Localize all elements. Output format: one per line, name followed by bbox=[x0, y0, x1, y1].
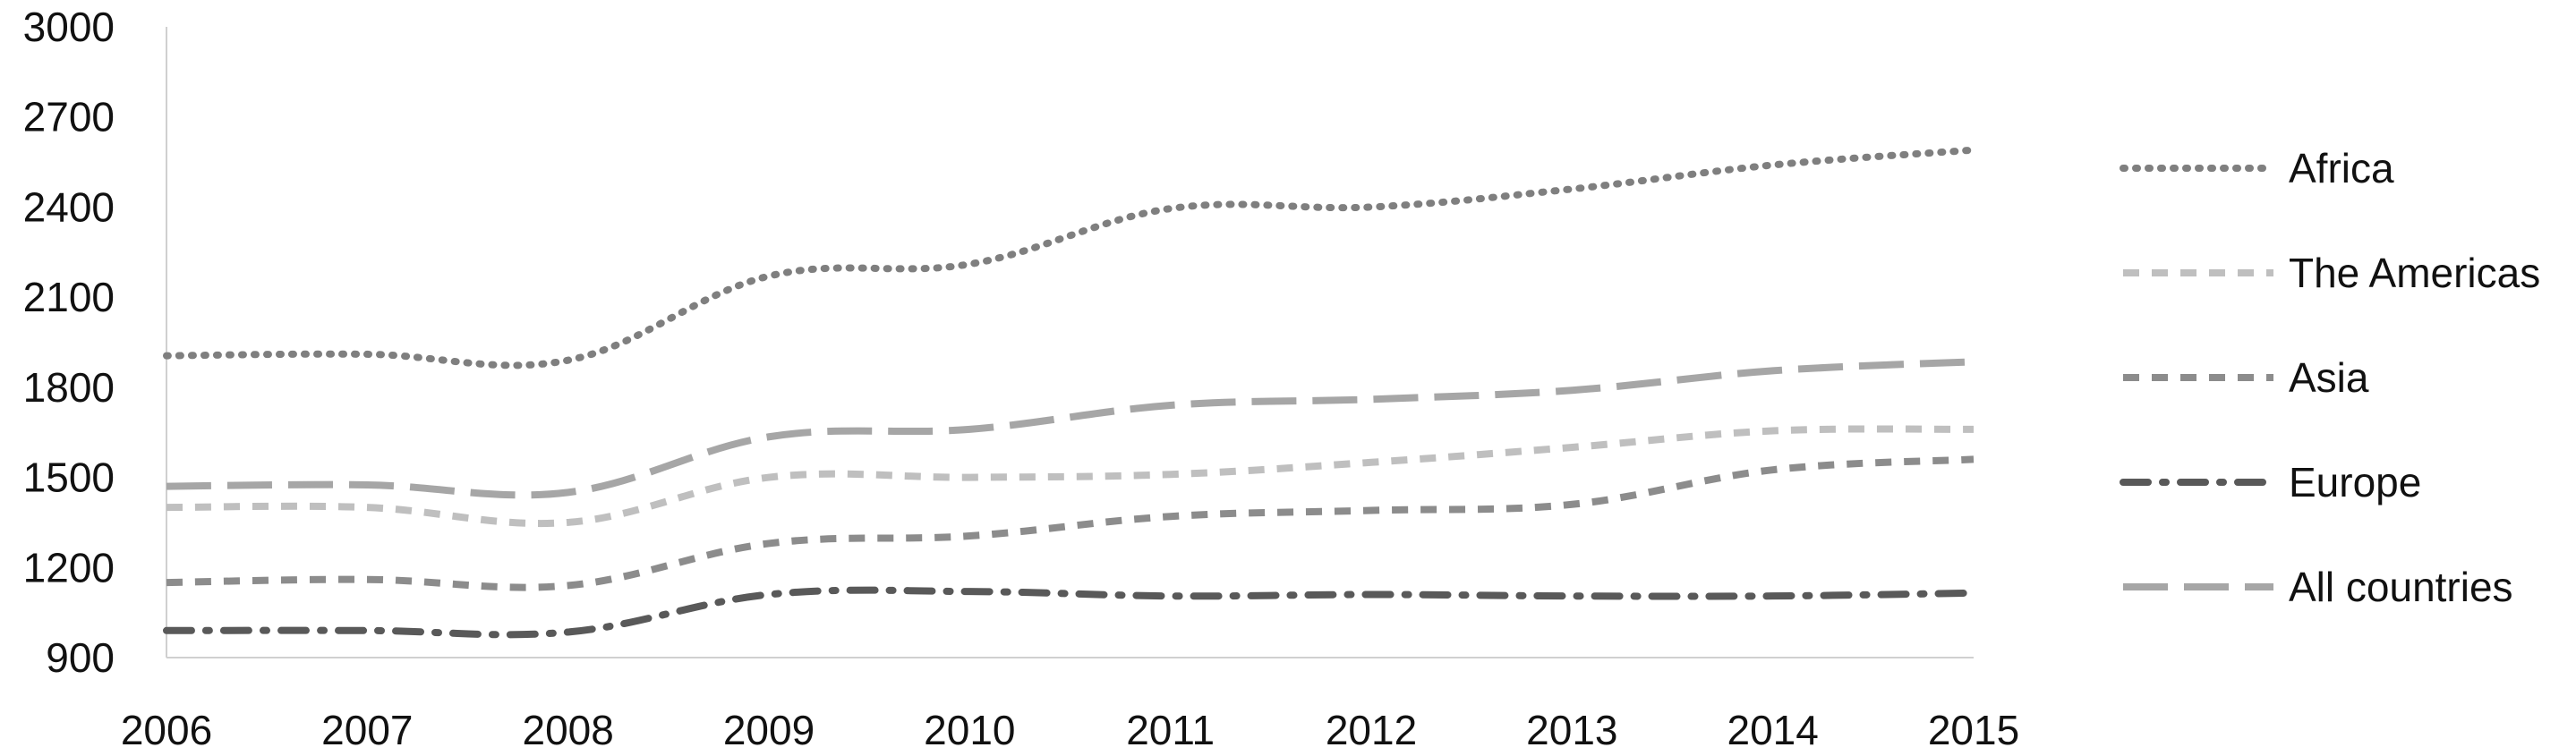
series-line-africa bbox=[163, 146, 1977, 370]
legend-label: Africa bbox=[2289, 145, 2394, 191]
y-tick-label: 2400 bbox=[23, 183, 115, 230]
y-tick-label: 900 bbox=[46, 634, 115, 681]
y-tick-label: 1800 bbox=[23, 364, 115, 411]
y-tick-label: 2100 bbox=[23, 274, 115, 320]
legend-label: Europe bbox=[2289, 459, 2421, 505]
x-tick-label: 2010 bbox=[924, 707, 1015, 752]
series-line-all-countries bbox=[166, 358, 1975, 499]
series-line-europe bbox=[163, 586, 1977, 639]
series-line-asia bbox=[166, 455, 1975, 591]
legend-item: The Americas bbox=[2123, 250, 2540, 296]
x-tick-label: 2011 bbox=[1126, 707, 1215, 752]
legend-item: Africa bbox=[2120, 145, 2394, 191]
series-line-the-americas bbox=[166, 425, 1975, 528]
axes: 900 1200 1500 1800 2100 2400 2700 3000 2006 2007 2… bbox=[23, 4, 2020, 753]
series-lines bbox=[163, 146, 1977, 639]
y-tick-label: 1200 bbox=[23, 544, 115, 590]
x-tick-label: 2013 bbox=[1526, 707, 1617, 752]
x-tick-label: 2012 bbox=[1326, 707, 1417, 752]
legend-label: Asia bbox=[2289, 354, 2369, 401]
legend-label: All countries bbox=[2289, 564, 2513, 610]
legend-item: All countries bbox=[2123, 564, 2513, 610]
legend-item: Asia bbox=[2123, 354, 2369, 401]
y-tick-label: 3000 bbox=[23, 4, 115, 50]
x-tick-label: 2014 bbox=[1727, 707, 1818, 752]
legend-label: The Americas bbox=[2289, 250, 2540, 296]
y-tick-label: 2700 bbox=[23, 94, 115, 140]
x-tick-label: 2009 bbox=[723, 707, 815, 752]
legend-item: Europe bbox=[2120, 459, 2421, 505]
y-tick-label: 1500 bbox=[23, 454, 115, 501]
x-tick-label: 2015 bbox=[1928, 707, 2019, 752]
x-tick-label: 2008 bbox=[522, 707, 613, 752]
x-tick-label: 2006 bbox=[121, 707, 212, 752]
legend: Africa The Americas Asia Europe All countrie… bbox=[2120, 145, 2540, 610]
x-tick-label: 2007 bbox=[321, 707, 413, 752]
